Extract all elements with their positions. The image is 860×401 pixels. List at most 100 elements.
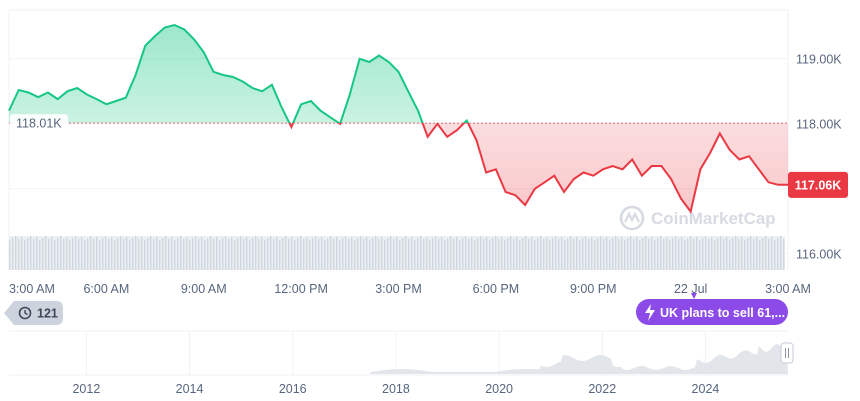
volume-bar bbox=[84, 240, 86, 270]
volume-bar bbox=[585, 236, 587, 270]
volume-bar bbox=[339, 240, 341, 270]
volume-bar bbox=[498, 239, 500, 270]
volume-bar bbox=[258, 239, 260, 270]
volume-bar bbox=[333, 239, 335, 270]
volume-bar bbox=[309, 240, 311, 270]
volume-bar bbox=[348, 239, 350, 270]
navigator-x-tick-label: 2020 bbox=[485, 382, 513, 396]
volume-bar bbox=[726, 237, 728, 270]
volume-bar bbox=[222, 238, 224, 270]
svg-text:118.01K: 118.01K bbox=[16, 117, 62, 131]
volume-bar bbox=[342, 238, 344, 270]
volume-bar bbox=[42, 238, 44, 270]
volume-bar bbox=[696, 237, 698, 270]
volume-bar bbox=[111, 237, 113, 270]
navigator-x-tick-label: 2018 bbox=[382, 382, 410, 396]
volume-bar bbox=[672, 238, 674, 270]
volume-bar bbox=[591, 237, 593, 270]
volume-bar bbox=[450, 236, 452, 270]
volume-bar bbox=[405, 236, 407, 270]
volume-bar bbox=[735, 236, 737, 270]
volume-bar bbox=[57, 238, 59, 270]
volume-bar bbox=[540, 236, 542, 270]
volume-bar bbox=[186, 237, 188, 270]
volume-bar bbox=[54, 240, 56, 270]
volume-bar bbox=[417, 238, 419, 270]
volume-bar bbox=[504, 240, 506, 270]
volume-bar bbox=[738, 239, 740, 270]
volume-bar bbox=[138, 239, 140, 270]
volume-bar bbox=[129, 240, 131, 270]
volume-bar bbox=[462, 238, 464, 270]
volume-bar bbox=[75, 236, 77, 270]
volume-bar bbox=[438, 239, 440, 270]
volume-bar bbox=[318, 239, 320, 270]
volume-bar bbox=[549, 240, 551, 270]
volume-bar bbox=[537, 238, 539, 270]
volume-bar bbox=[204, 240, 206, 270]
volume-bar bbox=[102, 238, 104, 270]
volume-bar bbox=[648, 239, 650, 270]
volume-bar bbox=[603, 239, 605, 270]
volume-bars bbox=[9, 236, 785, 270]
volume-bar bbox=[378, 239, 380, 270]
volume-bar bbox=[270, 236, 272, 270]
volume-bar bbox=[477, 238, 479, 270]
volume-bar bbox=[192, 238, 194, 270]
volume-bar bbox=[144, 240, 146, 270]
events-badge[interactable]: 121 bbox=[4, 301, 63, 325]
volume-bar bbox=[300, 236, 302, 270]
volume-bar bbox=[582, 238, 584, 270]
volume-bar bbox=[699, 240, 701, 270]
volume-bar bbox=[774, 240, 776, 270]
navigator-x-tick-label: 2024 bbox=[692, 382, 720, 396]
volume-bar bbox=[744, 240, 746, 270]
volume-bar bbox=[765, 236, 767, 270]
x-tick-label: 3:00 AM bbox=[9, 282, 55, 296]
volume-bar bbox=[12, 238, 14, 270]
volume-bar bbox=[285, 236, 287, 270]
volume-bar bbox=[327, 238, 329, 270]
volume-bar bbox=[432, 238, 434, 270]
volume-bar bbox=[534, 240, 536, 270]
volume-bar bbox=[150, 236, 152, 270]
volume-bar bbox=[729, 240, 731, 270]
volume-bar bbox=[513, 239, 515, 270]
volume-bar bbox=[51, 237, 53, 270]
volume-bar bbox=[48, 239, 50, 270]
volume-bar bbox=[96, 237, 98, 270]
watermark-text: CoinMarketCap bbox=[651, 209, 776, 228]
volume-bar bbox=[135, 236, 137, 270]
volume-bar bbox=[678, 239, 680, 270]
volume-bar bbox=[669, 240, 671, 270]
volume-bar bbox=[567, 238, 569, 270]
range-navigator[interactable]: 2012 2014 2016 2018 2020 2022 2024 bbox=[9, 330, 794, 396]
volume-bar bbox=[261, 237, 263, 270]
x-tick-label: 12:00 PM bbox=[274, 282, 328, 296]
volume-bar bbox=[711, 237, 713, 270]
volume-bar bbox=[639, 240, 641, 270]
volume-bar bbox=[372, 238, 374, 270]
volume-bar bbox=[168, 239, 170, 270]
volume-bar bbox=[564, 240, 566, 270]
volume-bar bbox=[408, 239, 410, 270]
volume-bar bbox=[360, 236, 362, 270]
volume-bar bbox=[39, 240, 41, 270]
volume-bar bbox=[423, 239, 425, 270]
volume-bar bbox=[183, 239, 185, 270]
volume-bar bbox=[717, 238, 719, 270]
news-badge[interactable]: UK plans to sell 61,... bbox=[636, 293, 788, 325]
volume-bar bbox=[78, 239, 80, 270]
volume-bar bbox=[228, 239, 230, 270]
volume-bar bbox=[681, 237, 683, 270]
volume-bar bbox=[768, 239, 770, 270]
volume-bar bbox=[510, 236, 512, 270]
history-icon-hands bbox=[24, 310, 28, 316]
navigator-handle[interactable] bbox=[780, 342, 794, 364]
volume-bar bbox=[558, 239, 560, 270]
volume-bar bbox=[399, 240, 401, 270]
volume-bar bbox=[606, 237, 608, 270]
volume-bar bbox=[156, 237, 158, 270]
volume-bar bbox=[420, 236, 422, 270]
